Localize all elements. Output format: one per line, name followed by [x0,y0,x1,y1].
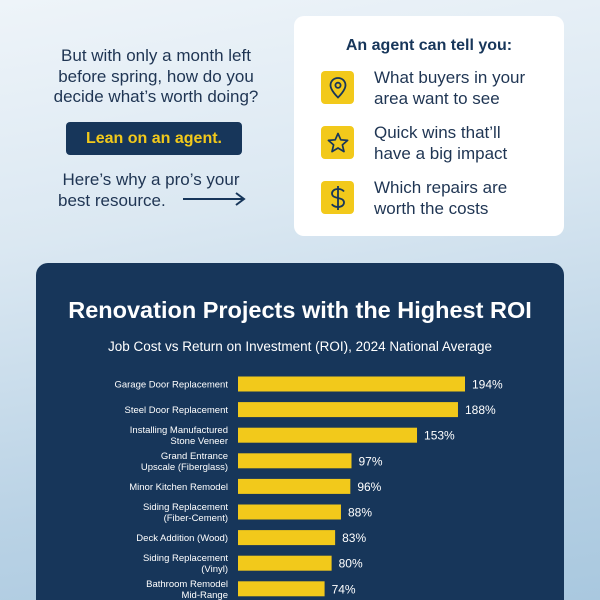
category-label: Siding Replacement [143,553,228,564]
tip-line: Quick wins that’ll [374,123,501,142]
bar [238,427,418,443]
bar-value-label: 74% [332,582,356,596]
intro-line: decide what’s worth doing? [53,87,259,106]
tip-line: worth the costs [374,198,489,218]
tip-item: Quick wins that’ll have a big impact [321,123,561,167]
tip-text: What buyers in your area want to see [374,68,559,109]
bar [238,376,465,392]
category-label: Mid-Range [182,590,228,600]
tip-line: area want to see [374,88,500,108]
bar [238,581,325,597]
dollar-icon [321,181,354,214]
bar [238,478,351,494]
tip-line: What buyers in your [374,68,526,87]
bar [238,453,352,469]
category-label: Stone Veneer [170,436,228,447]
tip-item: What buyers in your area want to see [321,68,561,112]
category-label: (Vinyl) [201,564,228,575]
why-line: Here’s why a pro’s your [62,170,240,189]
card-title: An agent can tell you: [345,37,513,54]
category-label: Grand Entrance [161,451,228,462]
chart-title: Renovation Projects with the Highest ROI [68,297,532,323]
category-label: Steel Door Replacement [125,405,229,416]
tip-line: have a big impact [374,143,508,163]
map-pin-icon [321,71,354,104]
tip-line: Which repairs are [374,178,508,197]
bar [238,530,336,546]
category-label: (Fiber-Cement) [164,513,228,524]
tip-text: Quick wins that’ll have a big impact [374,123,559,164]
bar [238,402,458,418]
bar-value-label: 80% [339,557,363,571]
lean-on-agent-badge: Lean on an agent. [66,122,242,155]
roi-bar-chart: 194% Garage Door Replacement 188% Steel Doo… [114,376,503,600]
intro-line: before spring, how do you [58,66,254,86]
category-label: Minor Kitchen Remodel [129,482,228,493]
bar-value-label: 96% [357,480,381,494]
roi-chart-panel: Renovation Projects with the Highest ROI… [36,263,564,600]
why-text: Here’s why a pro’s your best resource. [36,170,266,211]
intro-text: But with only a month left before spring… [30,46,282,108]
agent-tips-card: An agent can tell you: What buyers in yo… [294,16,564,236]
tip-item: Which repairs are worth the costs [321,178,561,222]
tip-text: Which repairs are worth the costs [374,178,559,219]
category-label: Siding Replacement [143,502,228,513]
why-line: best resource. [58,190,166,210]
bar-value-label: 88% [348,506,372,520]
category-label: Deck Addition (Wood) [136,533,228,544]
intro-line: But with only a month left [61,46,251,65]
bar [238,555,332,571]
category-label: Garage Door Replacement [114,380,228,391]
bar [238,504,341,520]
bar-value-label: 83% [342,531,366,545]
right-arrow-icon [183,192,246,206]
category-label: Upscale (Fiberglass) [141,462,228,473]
chart-subtitle: Job Cost vs Return on Investment (ROI), … [108,339,492,354]
category-label: Bathroom Remodel [146,579,228,590]
category-label: Installing Manufactured [130,425,228,436]
bar-value-label: 97% [359,454,383,468]
bar-value-label: 194% [472,378,503,392]
star-icon [321,126,354,159]
bar-value-label: 153% [424,429,455,443]
bar-value-label: 188% [465,403,496,417]
